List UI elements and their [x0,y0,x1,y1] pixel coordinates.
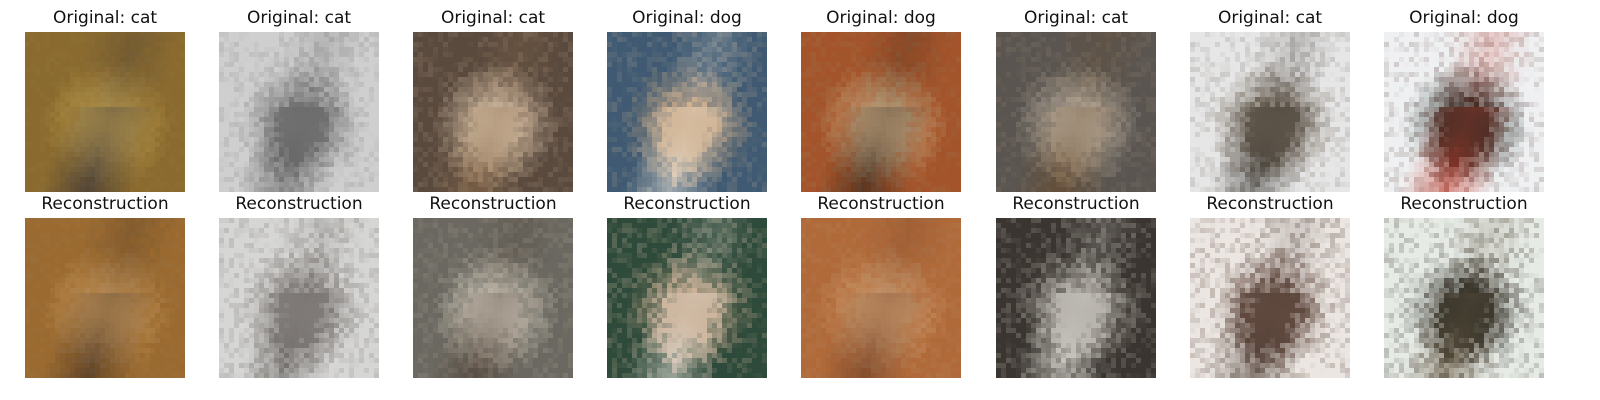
original-title: Original: dog [632,8,742,28]
reconstructed-cat-icon [25,218,185,378]
dog-photo-icon [801,32,961,192]
cat-photo-icon [25,32,185,192]
reconstructed-dog-icon [1384,218,1544,378]
original-title: Original: cat [1217,8,1323,28]
original-title: Original: cat [52,8,158,28]
reconstruction-title: Reconstruction [235,194,363,214]
dog-photo-icon [607,32,767,192]
reconstruction-title: Reconstruction [1206,194,1334,214]
reconstruction-title: Reconstruction [429,194,557,214]
reconstructed-cat-icon [996,218,1156,378]
reconstructed-cat-icon [1190,218,1350,378]
reconstruction-title: Reconstruction [623,194,751,214]
dog-photo-icon [1384,32,1544,192]
reconstructed-dog-icon [801,218,961,378]
original-title: Original: cat [1023,8,1129,28]
cat-photo-icon [413,32,573,192]
reconstruction-title: Reconstruction [1012,194,1140,214]
reconstruction-title: Reconstruction [1400,194,1528,214]
original-title: Original: cat [246,8,352,28]
reconstructed-cat-icon [413,218,573,378]
original-title: Original: cat [440,8,546,28]
original-title: Original: dog [826,8,936,28]
reconstruction-title: Reconstruction [41,194,169,214]
reconstruction-title: Reconstruction [817,194,945,214]
reconstructed-cat-icon [219,218,379,378]
cat-photo-icon [1190,32,1350,192]
cat-photo-icon [219,32,379,192]
reconstructed-dog-icon [607,218,767,378]
original-title: Original: dog [1409,8,1519,28]
cat-photo-icon [996,32,1156,192]
